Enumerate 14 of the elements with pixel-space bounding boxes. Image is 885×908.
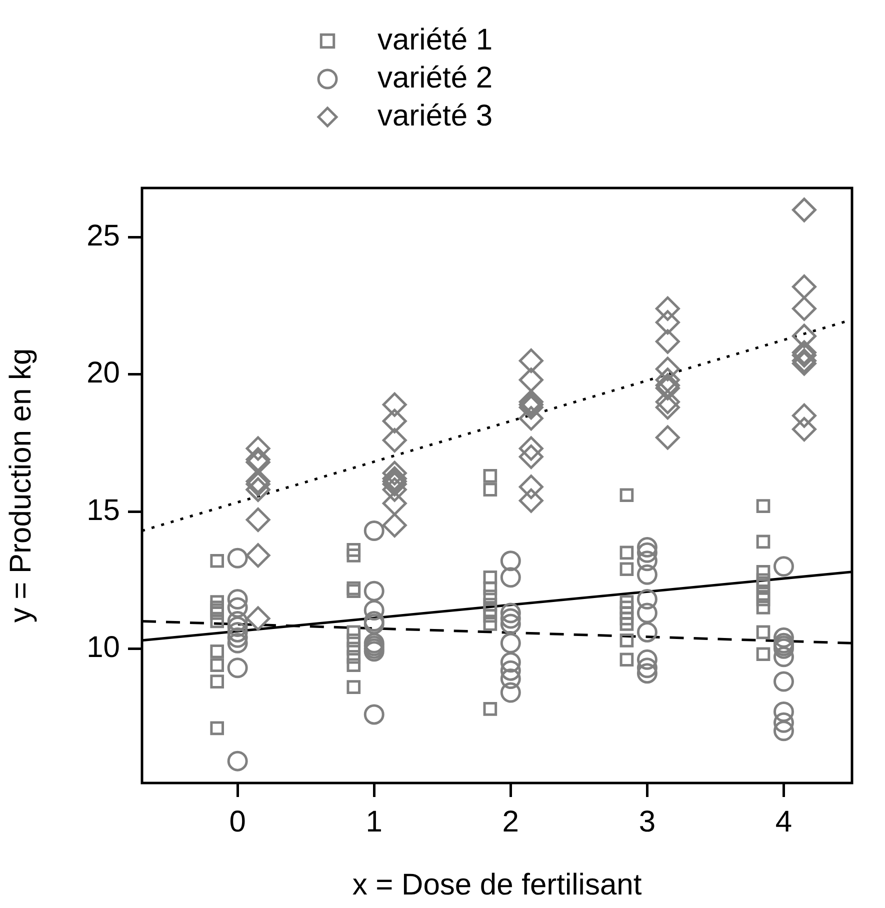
y-axis-title: y = Production en kg — [4, 348, 38, 623]
legend-label: variété 3 — [378, 99, 493, 132]
y-tick-label: 15 — [86, 494, 120, 527]
x-tick-label: 4 — [775, 805, 792, 838]
x-axis-title: x = Dose de fertilisant — [352, 868, 642, 902]
legend-label: variété 2 — [378, 61, 493, 94]
x-tick-label: 3 — [638, 805, 656, 838]
y-tick-label: 20 — [86, 356, 120, 390]
x-tick-label: 0 — [229, 805, 246, 838]
y-tick-label: 25 — [86, 220, 120, 253]
x-tick-label: 1 — [366, 805, 382, 838]
legend-label: variété 1 — [378, 23, 493, 56]
y-tick-label: 10 — [86, 630, 120, 664]
x-tick-label: 2 — [502, 805, 519, 838]
